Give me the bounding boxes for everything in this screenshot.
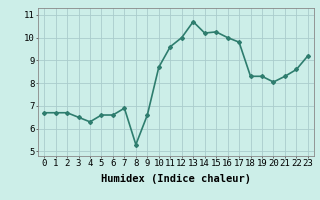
X-axis label: Humidex (Indice chaleur): Humidex (Indice chaleur) <box>101 174 251 184</box>
